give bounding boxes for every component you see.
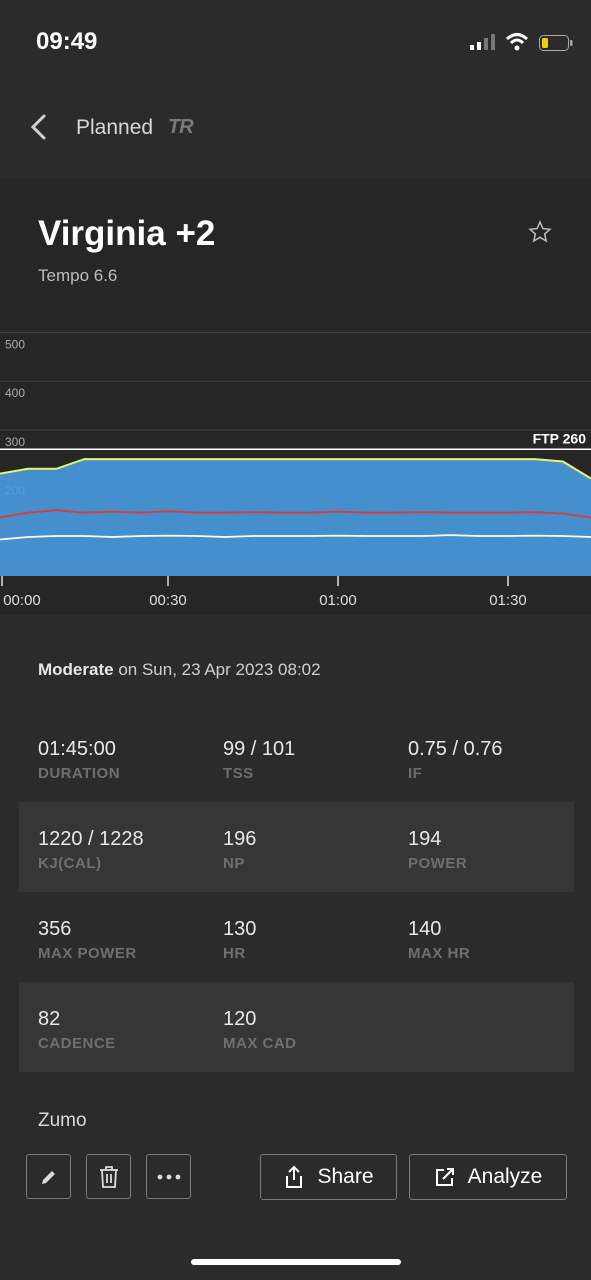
stat-value: 356 <box>38 918 72 940</box>
y-tick-label: 400 <box>5 386 25 400</box>
stats-grid: 01:45:00 DURATION 99 / 101 TSS 0.75 / 0.76… <box>19 712 574 1072</box>
wifi-icon <box>505 33 529 51</box>
battery-icon <box>539 35 573 51</box>
power-series-line <box>0 458 591 480</box>
stat-value: 1220 / 1228 <box>38 828 144 850</box>
more-icon <box>157 1174 180 1179</box>
hr-series-line <box>0 509 591 519</box>
stat-label: DURATION <box>38 765 121 782</box>
analyze-button[interactable]: Analyze <box>409 1154 567 1200</box>
trainerroad-logo: TR <box>168 116 194 138</box>
share-button[interactable]: Share <box>260 1154 397 1200</box>
star-icon[interactable] <box>528 220 552 244</box>
x-tick-label: 00:30 <box>149 592 187 609</box>
y-tick-label: 500 <box>5 337 25 351</box>
stat-label: HR <box>223 945 246 962</box>
cadence-series-line <box>0 534 591 541</box>
power-area <box>0 459 591 576</box>
delete-button[interactable] <box>86 1154 131 1199</box>
stat-duration: 01:45:00 DURATION <box>38 738 120 782</box>
status-time: 09:49 <box>36 28 98 55</box>
share-icon <box>286 1165 303 1188</box>
nav-title: Planned <box>76 116 154 139</box>
pencil-icon <box>41 1170 55 1184</box>
stat-label: MAX POWER <box>38 945 137 962</box>
stat-value: 196 <box>223 828 257 850</box>
stat-label: MAX CAD <box>223 1035 297 1052</box>
device-name: Zumo <box>38 1110 87 1131</box>
ride-summary: Moderate on Sun, 23 Apr 2023 08:02 <box>38 660 321 680</box>
stat-value: 99 / 101 <box>223 738 296 760</box>
x-tick-label: 00:00 <box>3 592 41 609</box>
edit-button[interactable] <box>26 1154 71 1199</box>
ftp-label: FTP 260 <box>533 430 587 446</box>
stat-np: 196 NP <box>223 828 256 872</box>
stat-max-hr: 140 MAX HR <box>408 918 470 962</box>
stat-label: NP <box>223 855 245 872</box>
x-tick-label: 01:00 <box>319 592 357 609</box>
stat-value: 194 <box>408 828 442 850</box>
workout-header: Virginia +2 Tempo 6.6 <box>0 178 591 308</box>
stat-value: 120 <box>223 1008 257 1030</box>
x-tick-label: 01:30 <box>489 592 527 609</box>
workout-title: Virginia +2 <box>38 214 216 253</box>
stat-label: MAX HR <box>408 945 471 962</box>
difficulty-level: Moderate <box>38 660 114 679</box>
stat-max-power: 356 MAX POWER <box>38 918 137 962</box>
stat-value: 82 <box>38 1008 61 1030</box>
share-label: Share <box>317 1165 374 1188</box>
stat-label: TSS <box>223 765 254 782</box>
y-tick-label: 300 <box>5 435 25 449</box>
home-indicator <box>191 1259 401 1265</box>
status-bar: 09:49 <box>0 0 591 86</box>
stat-value: 0.75 / 0.76 <box>408 738 503 760</box>
action-bar: Share Analyze <box>0 1154 591 1202</box>
stat-cadence: 82 CADENCE <box>38 1008 116 1052</box>
stat-max-cad: 120 MAX CAD <box>223 1008 297 1052</box>
trash-icon <box>99 1165 118 1188</box>
analyze-label: Analyze <box>467 1165 543 1188</box>
more-button[interactable] <box>146 1154 191 1199</box>
stat-kj: 1220 / 1228 KJ(CAL) <box>38 828 144 872</box>
stat-value: 01:45:00 <box>38 738 116 760</box>
nav-bar: Planned TR <box>0 90 591 166</box>
stat-if: 0.75 / 0.76 IF <box>408 738 503 782</box>
ride-date: on Sun, 23 Apr 2023 08:02 <box>118 660 321 679</box>
stat-value: 130 <box>223 918 257 940</box>
stat-hr: 130 HR <box>223 918 256 962</box>
stat-power: 194 POWER <box>408 828 467 872</box>
signal-icon <box>470 34 495 50</box>
stats-row: 356 MAX POWER 130 HR 140 MAX HR <box>19 892 574 982</box>
external-link-icon <box>435 1168 454 1186</box>
stat-tss: 99 / 101 TSS <box>223 738 295 782</box>
stat-label: IF <box>408 765 423 782</box>
stat-label: CADENCE <box>38 1035 116 1052</box>
back-icon[interactable] <box>28 112 50 142</box>
stats-row: 82 CADENCE 120 MAX CAD <box>19 982 574 1072</box>
stat-label: KJ(CAL) <box>38 855 102 872</box>
workout-subtitle: Tempo 6.6 <box>38 266 118 285</box>
stats-row: 01:45:00 DURATION 99 / 101 TSS 0.75 / 0.76… <box>19 712 574 802</box>
stats-row: 1220 / 1228 KJ(CAL) 196 NP 194 POWER <box>19 802 574 892</box>
stat-label: POWER <box>408 855 468 872</box>
stat-value: 140 <box>408 918 442 940</box>
